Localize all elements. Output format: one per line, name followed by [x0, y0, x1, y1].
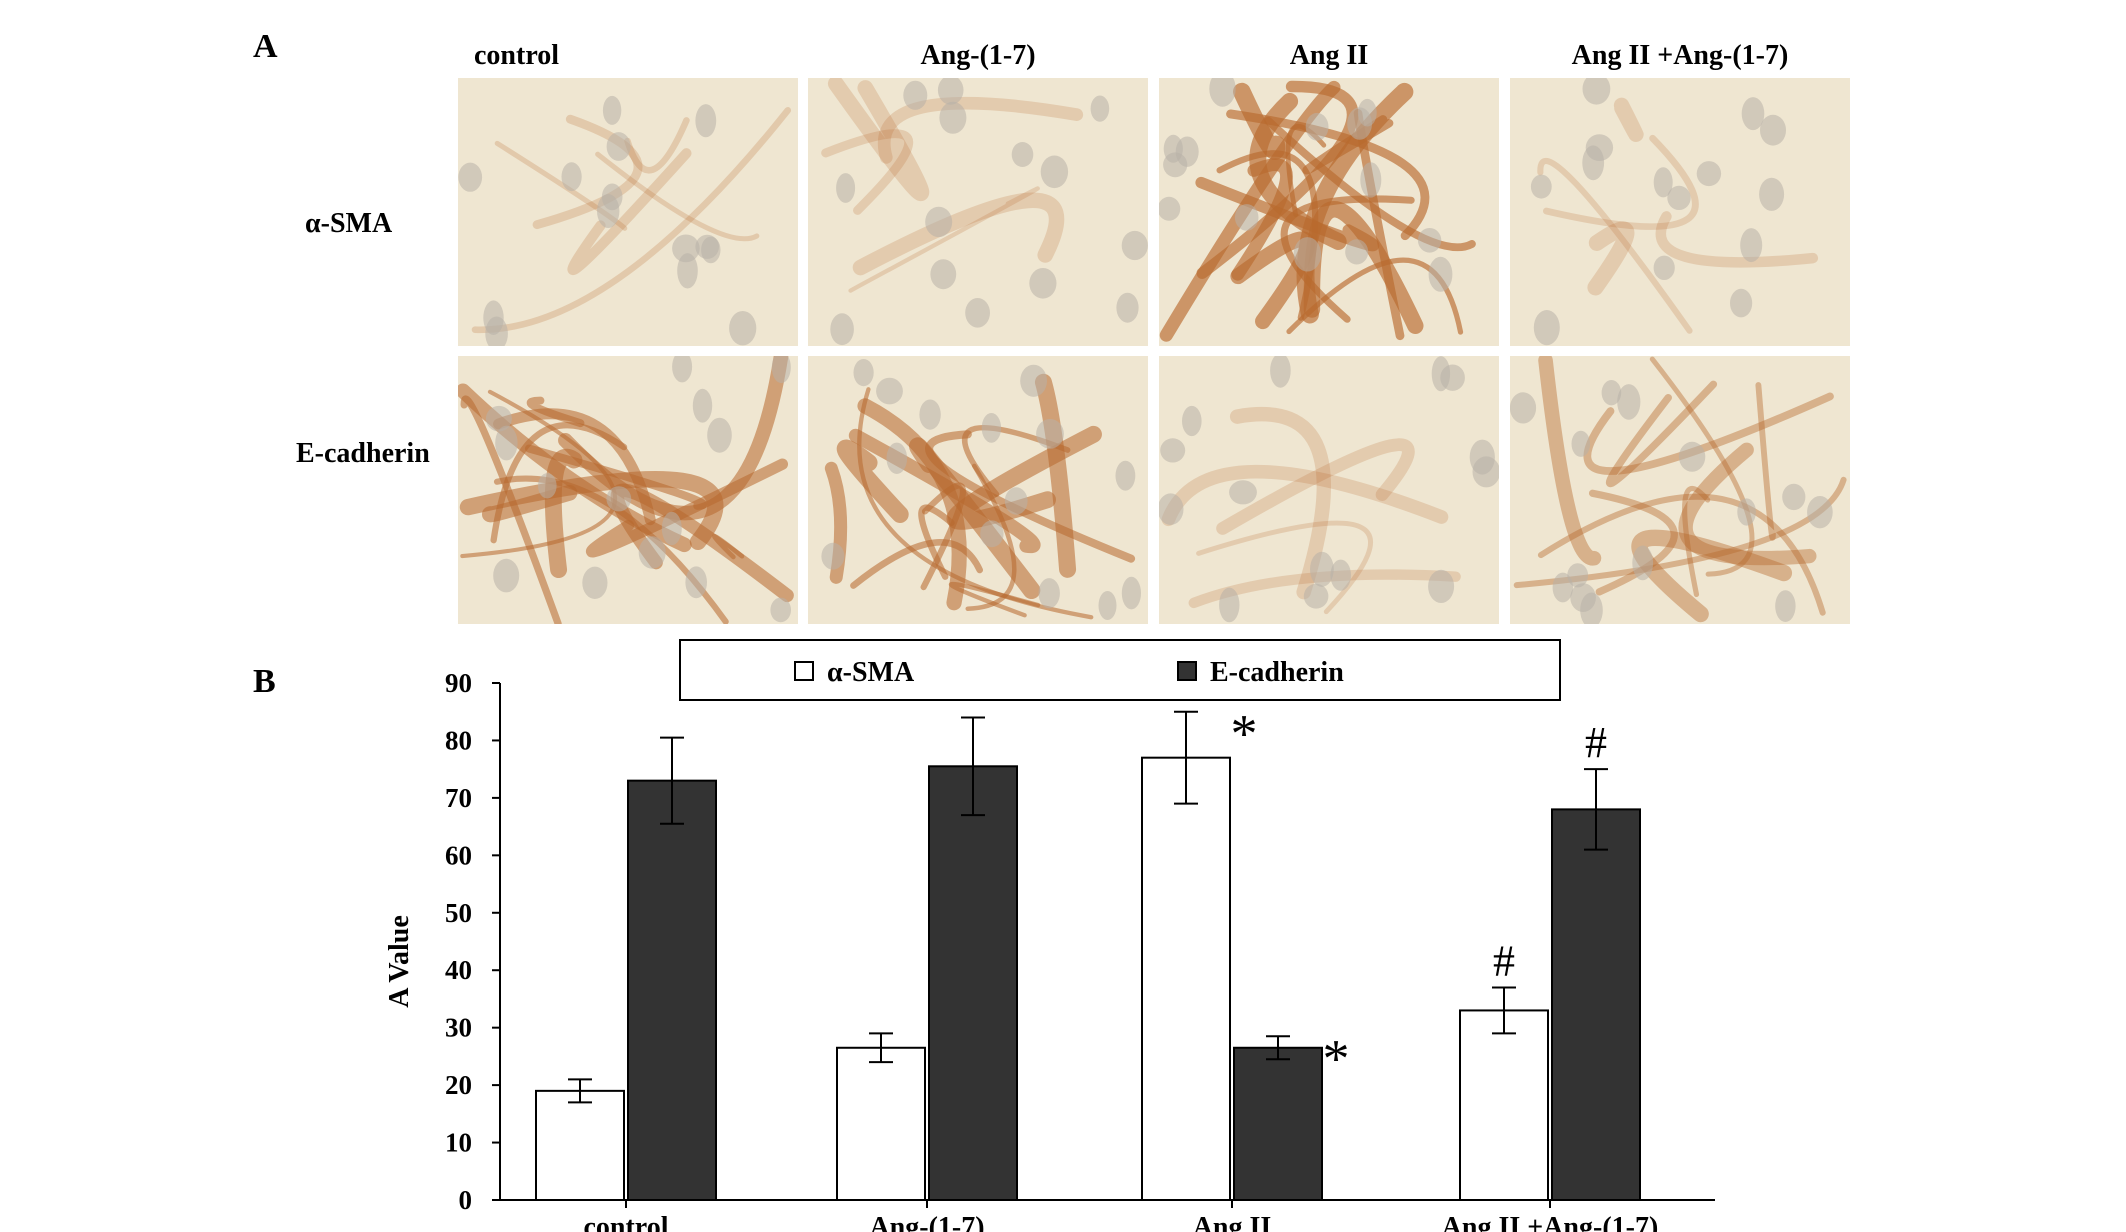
column-header-angii-ang17: Ang II +Ang-(1-7)	[1571, 40, 1789, 71]
legend-swatch	[1177, 661, 1197, 681]
y-tick-label: 60	[445, 840, 472, 870]
y-tick-label: 80	[445, 725, 472, 755]
significance-marker: #	[1493, 936, 1515, 985]
legend-swatch	[794, 661, 814, 681]
micrograph-alpha-sma-1	[808, 78, 1148, 346]
bar-alpha-sma	[535, 1089, 625, 1202]
legend-box	[679, 639, 1561, 701]
y-tick-label: 20	[445, 1070, 472, 1100]
bar-alpha-sma	[1141, 756, 1231, 1202]
panel-b-letter: B	[253, 663, 276, 700]
micrograph-alpha-sma-3	[1510, 78, 1850, 346]
x-tick-label: Ang II	[1193, 1212, 1272, 1232]
x-tick-label: Ang-(1-7)	[869, 1212, 984, 1232]
column-header-angii: Ang II	[1289, 40, 1369, 71]
legend-label: E-cadherin	[1210, 657, 1344, 688]
y-tick-label: 10	[445, 1128, 472, 1158]
x-tick-label: control	[583, 1212, 668, 1232]
micrograph-e-cadherin-3	[1510, 356, 1850, 624]
y-tick-label: 40	[445, 955, 472, 985]
significance-marker: #	[1585, 718, 1607, 767]
y-tick-label: 90	[445, 668, 472, 698]
row-label-e-cadherin: E-cadherin	[296, 438, 430, 469]
bar-alpha-sma	[836, 1046, 926, 1201]
micrograph-alpha-sma-0	[458, 78, 798, 346]
bar-e-cadherin	[1551, 808, 1641, 1202]
column-header-ang17: Ang-(1-7)	[920, 40, 1036, 71]
micrograph-e-cadherin-2	[1159, 356, 1499, 624]
y-axis-label: A Value	[384, 915, 415, 1008]
bar-e-cadherin	[928, 765, 1018, 1201]
bar-alpha-sma	[1459, 1009, 1549, 1202]
panel-a-letter: A	[253, 28, 278, 65]
micrograph-e-cadherin-1	[808, 356, 1148, 624]
row-label-alpha-sma: α-SMA	[305, 208, 393, 239]
bar-e-cadherin	[627, 779, 717, 1202]
x-tick-label: Ang II +Ang-(1-7)	[1442, 1212, 1659, 1232]
y-tick-label: 50	[445, 898, 472, 928]
y-tick-label: 30	[445, 1013, 472, 1043]
bar-e-cadherin	[1233, 1046, 1323, 1201]
significance-marker: *	[1231, 704, 1258, 764]
column-header-control: control	[474, 40, 560, 71]
legend-label: α-SMA	[827, 657, 915, 688]
micrograph-alpha-sma-2	[1159, 78, 1499, 346]
y-tick-label: 70	[445, 783, 472, 813]
y-tick-label: 0	[459, 1185, 473, 1215]
micrograph-e-cadherin-0	[458, 356, 798, 624]
significance-marker: *	[1323, 1028, 1350, 1088]
